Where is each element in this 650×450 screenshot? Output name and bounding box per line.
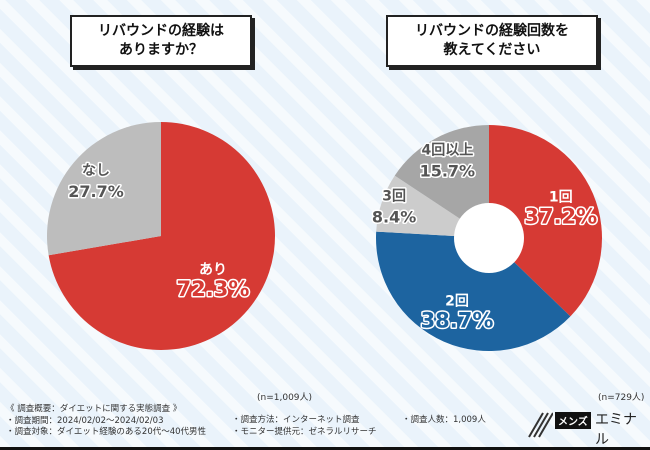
title-line: ありますか？	[119, 42, 203, 58]
slice-4回以上	[394, 125, 489, 238]
slice-value-label: 72.3%	[177, 277, 250, 301]
slice-value-label: 27.7%	[68, 182, 124, 201]
survey-target: ・調査対象：ダイエット経験のある20代～40代男性	[6, 427, 207, 437]
slice-なし	[47, 122, 162, 256]
slice-value-label: 8.4%	[372, 208, 416, 227]
survey-count: ・調査人数：1,009人	[402, 415, 486, 425]
brand-logo: メンズ エミナル	[525, 409, 645, 448]
slice-2回	[376, 231, 571, 351]
slice-category-label: なし	[82, 163, 110, 179]
slice-category-label: あり	[199, 262, 227, 278]
slice-category-label: 3回	[382, 189, 406, 205]
survey-provider: ・モニター提供元：ゼネラルリサーチ	[232, 426, 377, 437]
right-sample-size: (n=729人)	[598, 393, 645, 403]
slice-value-label: 38.7%	[421, 308, 494, 332]
survey-method: ・調査方法：インターネット調査	[232, 415, 360, 425]
footer-col-1: 《 調査概要：ダイエットに関する実態調査 》・調査期間：2024/02/02～2…	[6, 404, 206, 439]
slice-1回	[489, 125, 602, 317]
slice-value-label: 37.2%	[524, 204, 597, 228]
footer-col-2: ・調査方法：インターネット調査 ・モニター提供元：ゼネラルリサーチ	[232, 415, 377, 438]
slice-category-label: 1回	[549, 189, 573, 205]
bottom-rule	[0, 447, 650, 450]
survey-summary: 《 調査概要：ダイエットに関する実態調査 》	[6, 404, 182, 414]
slice-category-label: 2回	[445, 293, 469, 309]
slice-value-label: 15.7%	[420, 161, 476, 180]
footer-col-3: ・調査人数：1,009人	[402, 415, 486, 427]
slice-あり	[48, 122, 275, 351]
survey-period: ・調査期間：2024/02/02～2024/02/03	[6, 415, 164, 426]
title-line: リバウンドの経験は	[98, 23, 224, 39]
donut-hole	[454, 203, 524, 273]
logo-text-mens: メンズ	[555, 412, 591, 429]
logo-text-eminal: エミナル	[595, 412, 637, 448]
title-line: リバウンドの経験回数を	[415, 23, 569, 39]
slice-category-label: 4回以上	[421, 142, 473, 158]
logo-mark-icon	[528, 412, 554, 438]
left-sample-size: (n=1,009人)	[257, 393, 313, 403]
right-chart-title: リバウンドの経験回数を 教えてください	[386, 15, 598, 67]
left-chart-title: リバウンドの経験は ありますか？	[70, 15, 252, 67]
title-line: 教えてください	[443, 42, 541, 58]
